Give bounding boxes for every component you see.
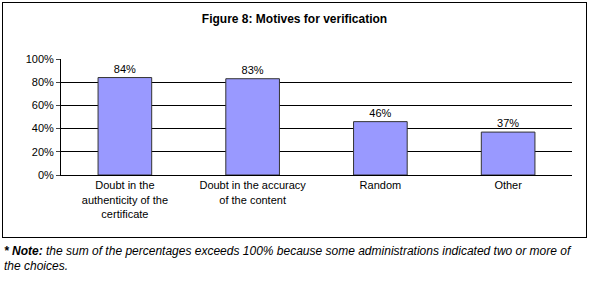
svg-text:Random: Random — [360, 179, 402, 191]
svg-text:84%: 84% — [114, 63, 136, 75]
svg-text:37%: 37% — [497, 117, 519, 129]
svg-text:Doubt in the accuracyof the co: Doubt in the accuracyof the content — [199, 179, 306, 205]
html-text:* Note: the sum of the percent: * Note: the sum of the percentages excee… — [4, 244, 571, 273]
svg-text:40%: 40% — [32, 122, 54, 134]
svg-text:Figure 8: Motives for verifica: Figure 8: Motives for verification — [202, 12, 387, 26]
svg-text:0%: 0% — [38, 169, 54, 181]
svg-text:100%: 100% — [26, 53, 54, 65]
svg-text:60%: 60% — [32, 99, 54, 111]
svg-text:46%: 46% — [369, 107, 391, 119]
svg-text:83%: 83% — [242, 64, 264, 76]
svg-text:Doubt in theauthenticity of th: Doubt in theauthenticity of thecertifica… — [82, 179, 168, 220]
svg-text:Other: Other — [494, 179, 522, 191]
svg-text:20%: 20% — [32, 146, 54, 158]
svg-text:80%: 80% — [32, 76, 54, 88]
